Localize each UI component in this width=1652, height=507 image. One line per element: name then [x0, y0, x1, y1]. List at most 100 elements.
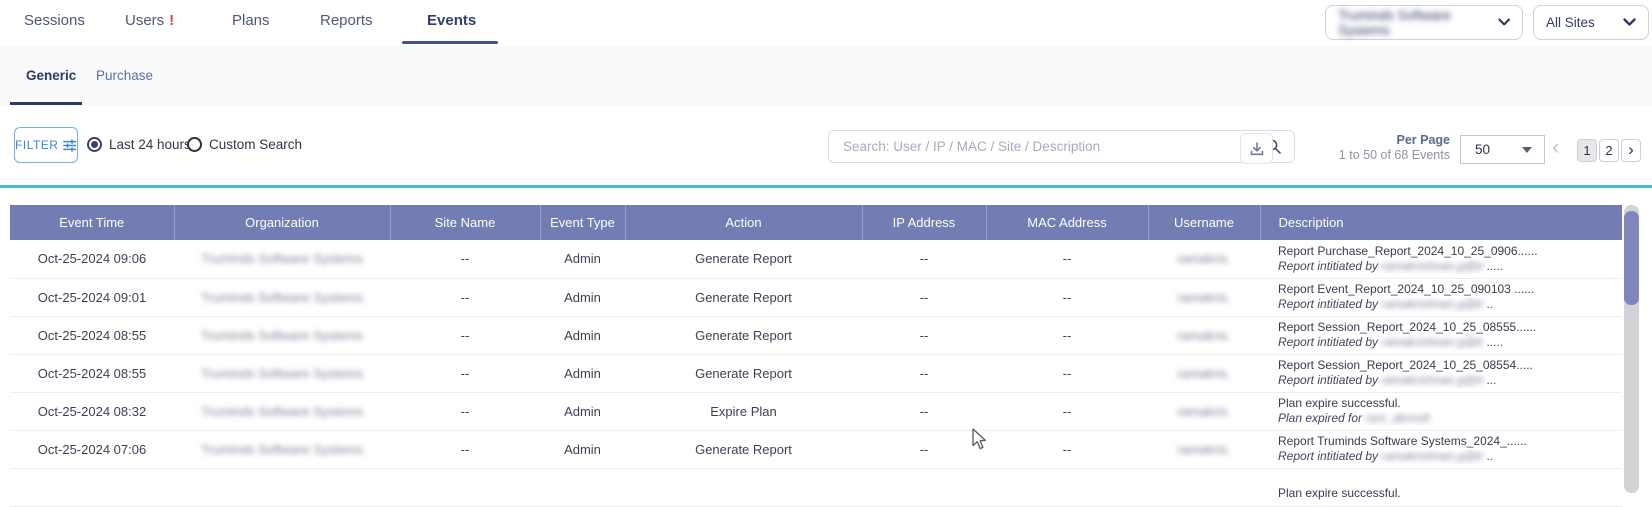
table-header-row: Event Time Organization Site Name Event … — [10, 205, 1622, 240]
search-input[interactable] — [828, 130, 1295, 163]
all-sites-dropdown-value: All Sites — [1546, 15, 1595, 30]
tab-plans[interactable]: Plans — [232, 12, 270, 29]
table-row[interactable]: Oct-25-2024 08:55 Truminds Software Syst… — [10, 354, 1622, 392]
sub-tab-strip: Generic Purchase — [0, 46, 1652, 106]
column-header-username: Username — [1148, 205, 1261, 240]
cell-mac-address: -- — [986, 392, 1148, 430]
radio-unselected-icon — [187, 137, 202, 152]
table-row[interactable]: Oct-25-2024 07:06 Truminds Software Syst… — [10, 430, 1622, 468]
all-sites-dropdown[interactable]: All Sites — [1533, 5, 1649, 40]
cell-description: Report Event_Report_2024_10_25_090103 ..… — [1260, 278, 1622, 316]
cell-ip-address: -- — [862, 240, 986, 278]
cell-mac-address: -- — [986, 278, 1148, 316]
table-row[interactable]: Oct-25-2024 09:01 Truminds Software Syst… — [10, 278, 1622, 316]
tab-sessions[interactable]: Sessions — [24, 12, 85, 29]
cell-organization: Truminds Software Systems — [174, 354, 390, 392]
cell-event-time: Oct-25-2024 09:06 — [10, 240, 174, 278]
top-navigation: Sessions Users! Plans Reports Events Tru… — [0, 0, 1652, 46]
cell-event-type: Admin — [540, 430, 625, 468]
cell-action: Generate Report — [625, 430, 862, 468]
chevron-down-icon — [1498, 18, 1510, 26]
cell-event-time: Oct-25-2024 08:32 — [10, 392, 174, 430]
cell-event-type: Admin — [540, 240, 625, 278]
cell-event-time — [10, 468, 174, 506]
cell-mac-address — [986, 468, 1148, 506]
pager-page-2-button[interactable]: 2 — [1599, 139, 1619, 162]
cell-ip-address: -- — [862, 354, 986, 392]
radio-custom-search-label: Custom Search — [209, 137, 303, 152]
events-table-container: Event Time Organization Site Name Event … — [10, 205, 1622, 507]
column-header-action: Action — [625, 205, 863, 240]
cell-description: Plan expire successful. — [1260, 468, 1622, 506]
section-divider — [0, 185, 1652, 188]
cell-organization — [174, 468, 390, 506]
sliders-icon — [63, 138, 77, 152]
column-header-mac-address: MAC Address — [986, 205, 1149, 240]
cell-username: ramakris. — [1148, 278, 1260, 316]
table-row[interactable]: Oct-25-2024 08:32 Truminds Software Syst… — [10, 392, 1622, 430]
column-header-event-time: Event Time — [10, 205, 175, 240]
tab-events[interactable]: Events — [427, 12, 477, 29]
cell-username: ramakris. — [1148, 430, 1260, 468]
download-tray-icon — [1250, 141, 1263, 155]
radio-custom-search[interactable]: Custom Search — [187, 137, 302, 152]
cell-mac-address: -- — [986, 354, 1148, 392]
cell-ip-address — [862, 468, 986, 506]
table-row[interactable]: Oct-25-2024 08:55 Truminds Software Syst… — [10, 316, 1622, 354]
cell-mac-address: -- — [986, 430, 1148, 468]
cell-action: Generate Report — [625, 354, 862, 392]
filter-button-label: FILTER — [15, 138, 59, 152]
per-page-label: Per Page — [1396, 133, 1450, 147]
cell-ip-address: -- — [862, 316, 986, 354]
cell-site-name — [390, 468, 540, 506]
cell-event-type — [540, 468, 625, 506]
cell-event-type: Admin — [540, 316, 625, 354]
active-subtab-underline — [10, 102, 82, 105]
per-page-select[interactable]: 50 — [1460, 135, 1545, 164]
table-body: Oct-25-2024 09:06 Truminds Software Syst… — [10, 240, 1622, 506]
subtab-generic[interactable]: Generic — [26, 68, 77, 83]
subtab-purchase[interactable]: Purchase — [96, 68, 154, 83]
cell-username: ramakris. — [1148, 354, 1260, 392]
tab-users[interactable]: Users! — [125, 12, 175, 29]
cell-organization: Truminds Software Systems — [174, 278, 390, 316]
filter-button[interactable]: FILTER — [14, 127, 78, 163]
cell-username: ramakris. — [1148, 392, 1260, 430]
pager-prev-button[interactable]: ‹ — [1552, 134, 1560, 159]
cell-action: Generate Report — [625, 316, 862, 354]
organization-dropdown[interactable]: Truminds Software Systems — [1325, 5, 1523, 40]
tab-reports[interactable]: Reports — [320, 12, 373, 29]
cell-ip-address: -- — [862, 392, 986, 430]
column-header-ip-address: IP Address — [862, 205, 987, 240]
cell-description: Report Session_Report_2024_10_25_08555..… — [1260, 316, 1622, 354]
cell-site-name: -- — [390, 354, 540, 392]
column-header-event-type: Event Type — [540, 205, 626, 240]
cell-description: Plan expire successful. Plan expired for… — [1260, 392, 1622, 430]
cell-mac-address: -- — [986, 240, 1148, 278]
pager-page-1-button[interactable]: 1 — [1577, 139, 1597, 162]
cell-event-type: Admin — [540, 392, 625, 430]
radio-last-24-hours[interactable]: Last 24 hours — [87, 137, 191, 152]
cell-mac-address: -- — [986, 316, 1148, 354]
cell-site-name: -- — [390, 240, 540, 278]
column-header-site-name: Site Name — [390, 205, 541, 240]
table-row[interactable]: Plan expire successful. — [10, 468, 1622, 506]
cell-username — [1148, 468, 1260, 506]
pagination-summary: Per Page 1 to 50 of 68 Events — [1318, 133, 1450, 163]
cell-username: ramakris. — [1148, 240, 1260, 278]
cell-site-name: -- — [390, 316, 540, 354]
cell-action: Expire Plan — [625, 392, 862, 430]
table-row[interactable]: Oct-25-2024 09:06 Truminds Software Syst… — [10, 240, 1622, 278]
pager-next-button[interactable]: › — [1621, 139, 1641, 162]
download-button[interactable] — [1240, 133, 1273, 164]
vertical-scrollbar-track[interactable] — [1624, 205, 1639, 493]
cell-site-name: -- — [390, 278, 540, 316]
search-container — [828, 130, 1295, 163]
vertical-scrollbar-thumb[interactable] — [1624, 211, 1639, 305]
column-header-description: Description — [1260, 205, 1622, 240]
users-alert-badge: ! — [169, 12, 175, 29]
cell-organization: Truminds Software Systems — [174, 316, 390, 354]
cell-organization: Truminds Software Systems — [174, 240, 390, 278]
radio-last-24-hours-label: Last 24 hours — [109, 137, 191, 152]
cell-event-type: Admin — [540, 278, 625, 316]
